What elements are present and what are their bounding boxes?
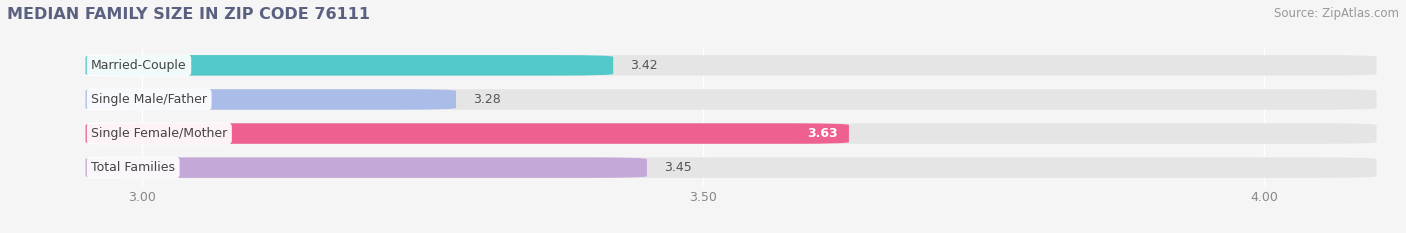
Text: MEDIAN FAMILY SIZE IN ZIP CODE 76111: MEDIAN FAMILY SIZE IN ZIP CODE 76111 <box>7 7 370 22</box>
Text: Single Female/Mother: Single Female/Mother <box>91 127 228 140</box>
FancyBboxPatch shape <box>86 89 1376 110</box>
FancyBboxPatch shape <box>86 123 1376 144</box>
FancyBboxPatch shape <box>86 55 613 75</box>
Text: Source: ZipAtlas.com: Source: ZipAtlas.com <box>1274 7 1399 20</box>
FancyBboxPatch shape <box>86 89 456 110</box>
Text: 3.28: 3.28 <box>472 93 501 106</box>
Text: Single Male/Father: Single Male/Father <box>91 93 207 106</box>
FancyBboxPatch shape <box>86 55 1376 75</box>
FancyBboxPatch shape <box>86 158 1376 178</box>
Text: 3.45: 3.45 <box>664 161 692 174</box>
Text: Married-Couple: Married-Couple <box>91 59 187 72</box>
Text: 3.63: 3.63 <box>807 127 838 140</box>
Text: 3.42: 3.42 <box>630 59 658 72</box>
Text: Total Families: Total Families <box>91 161 176 174</box>
FancyBboxPatch shape <box>86 158 647 178</box>
FancyBboxPatch shape <box>86 123 849 144</box>
